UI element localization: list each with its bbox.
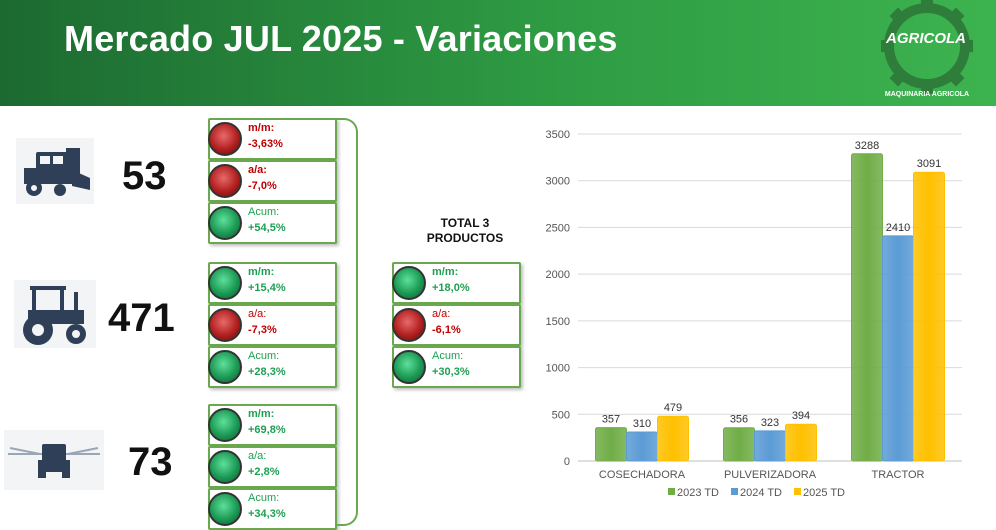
kpi-value: +28,3% xyxy=(248,366,286,378)
cosechadora-count: 53 xyxy=(122,154,167,198)
red-indicator-icon xyxy=(208,122,242,156)
cosechadora-acum-kpi: Acum: +54,5% xyxy=(208,202,337,244)
y-tick-label: 1500 xyxy=(546,316,570,328)
legend-swatch xyxy=(794,488,801,495)
y-tick-label: 1000 xyxy=(546,363,570,375)
combine-harvester-icon xyxy=(16,138,94,204)
total-title-line2: PRODUCTOS xyxy=(426,231,504,245)
tractor-acum-kpi: Acum: +28,3% xyxy=(208,346,337,388)
total-aa-kpi: a/a: -6,1% xyxy=(392,304,521,346)
data-label: 3091 xyxy=(917,158,941,170)
y-tick-label: 2500 xyxy=(546,222,570,234)
kpi-value: +54,5% xyxy=(248,222,286,234)
kpi-label: Acum: xyxy=(432,350,464,362)
kpi-value: +15,4% xyxy=(248,282,286,294)
kpi-value: -7,0% xyxy=(248,180,277,192)
green-indicator-icon xyxy=(208,266,242,300)
kpi-label: m/m: xyxy=(248,266,275,278)
red-indicator-icon xyxy=(208,164,242,198)
data-label: 2410 xyxy=(886,222,910,234)
sprayer-icon xyxy=(4,430,104,490)
kpi-value: +2,8% xyxy=(248,466,280,478)
kpi-label: m/m: xyxy=(248,408,275,420)
logo-text: AGRICOLA xyxy=(886,30,966,47)
tractor-icon xyxy=(14,280,96,348)
kpi-label: Acum: xyxy=(248,206,280,218)
x-tick-label: COSECHADORA xyxy=(599,469,686,481)
pulverizadora-count: 73 xyxy=(128,440,173,484)
data-label: 323 xyxy=(761,417,779,429)
green-indicator-icon xyxy=(392,266,426,300)
data-label: 394 xyxy=(792,410,810,422)
green-indicator-icon xyxy=(208,350,242,384)
red-indicator-icon xyxy=(392,308,426,342)
kpi-value: -3,63% xyxy=(248,138,283,150)
green-indicator-icon xyxy=(392,350,426,384)
kpi-value: +69,8% xyxy=(248,424,286,436)
y-tick-label: 0 xyxy=(564,456,570,468)
logo-subtext: MAQUINARIA AGRICOLA xyxy=(885,91,969,98)
green-indicator-icon xyxy=(208,492,242,526)
kpi-label: m/m: xyxy=(248,122,275,134)
kpi-value: +18,0% xyxy=(432,282,470,294)
pulverizadora-aa-kpi: a/a: +2,8% xyxy=(208,446,337,488)
total-title-line1: TOTAL 3 xyxy=(440,216,490,230)
data-label: 3288 xyxy=(855,140,879,152)
kpi-label: a/a: xyxy=(248,450,267,462)
tractor-count: 471 xyxy=(108,296,175,340)
legend-swatch xyxy=(731,488,738,495)
total-title: TOTAL 3 PRODUCTOS xyxy=(406,216,524,246)
kpi-label: m/m: xyxy=(432,266,459,278)
legend-swatch xyxy=(668,488,675,495)
cosechadora-mm-kpi: m/m: -3,63% xyxy=(208,118,337,160)
x-tick-label: PULVERIZADORA xyxy=(724,469,817,481)
bar-chart: 0 500 1000 1500 2000 2500 3000 3500 357 310 479 COS… xyxy=(546,129,962,499)
total-acum-kpi: Acum: +30,3% xyxy=(392,346,521,388)
kpi-label: a/a: xyxy=(248,308,267,320)
bar-2025-td xyxy=(913,171,945,462)
legend-label: 2023 TD xyxy=(677,487,719,499)
total-mm-kpi: m/m: +18,0% xyxy=(392,262,521,304)
y-tick-label: 3500 xyxy=(546,129,570,141)
bar-2023-td xyxy=(851,153,883,462)
green-indicator-icon xyxy=(208,408,242,442)
page-title: Mercado JUL 2025 - Variaciones xyxy=(64,18,618,59)
kpi-label: Acum: xyxy=(248,350,280,362)
green-indicator-icon xyxy=(208,450,242,484)
y-tick-label: 3000 xyxy=(546,176,570,188)
legend-label: 2024 TD xyxy=(740,487,782,499)
data-label: 357 xyxy=(602,414,620,426)
y-tick-label: 500 xyxy=(552,409,570,421)
cosechadora-aa-kpi: a/a: -7,0% xyxy=(208,160,337,202)
kpi-label: a/a: xyxy=(432,308,451,320)
pulverizadora-acum-kpi: Acum: +34,3% xyxy=(208,488,337,530)
header-banner: Mercado JUL 2025 - Variaciones MAQUINARI… xyxy=(0,0,996,106)
kpi-value: +30,3% xyxy=(432,366,470,378)
bar-2025-td xyxy=(657,415,689,462)
bar-2023-td xyxy=(595,427,627,462)
bar-2023-td xyxy=(723,427,755,462)
tractor-aa-kpi: a/a: -7,3% xyxy=(208,304,337,346)
data-label: 479 xyxy=(664,402,682,414)
bar-2024-td xyxy=(754,430,786,462)
kpi-value: -7,3% xyxy=(248,324,277,336)
x-tick-label: TRACTOR xyxy=(872,469,925,481)
kpi-label: Acum: xyxy=(248,492,280,504)
y-tick-label: 2000 xyxy=(546,269,570,281)
bar-2024-td xyxy=(626,431,658,462)
red-indicator-icon xyxy=(208,308,242,342)
gear-logo-icon: MAQUINARIA AGRICOLA xyxy=(881,0,973,98)
legend-label: 2025 TD xyxy=(803,487,845,499)
green-indicator-icon xyxy=(208,206,242,240)
kpi-label: a/a: xyxy=(248,164,267,176)
data-label: 356 xyxy=(730,414,748,426)
kpi-value: -6,1% xyxy=(432,324,461,336)
bar-2025-td xyxy=(785,423,817,462)
group-bracket xyxy=(336,118,358,526)
bar-2024-td xyxy=(882,235,914,462)
data-label: 310 xyxy=(633,418,651,430)
kpi-value: +34,3% xyxy=(248,508,286,520)
tractor-mm-kpi: m/m: +15,4% xyxy=(208,262,337,304)
pulverizadora-mm-kpi: m/m: +69,8% xyxy=(208,404,337,446)
